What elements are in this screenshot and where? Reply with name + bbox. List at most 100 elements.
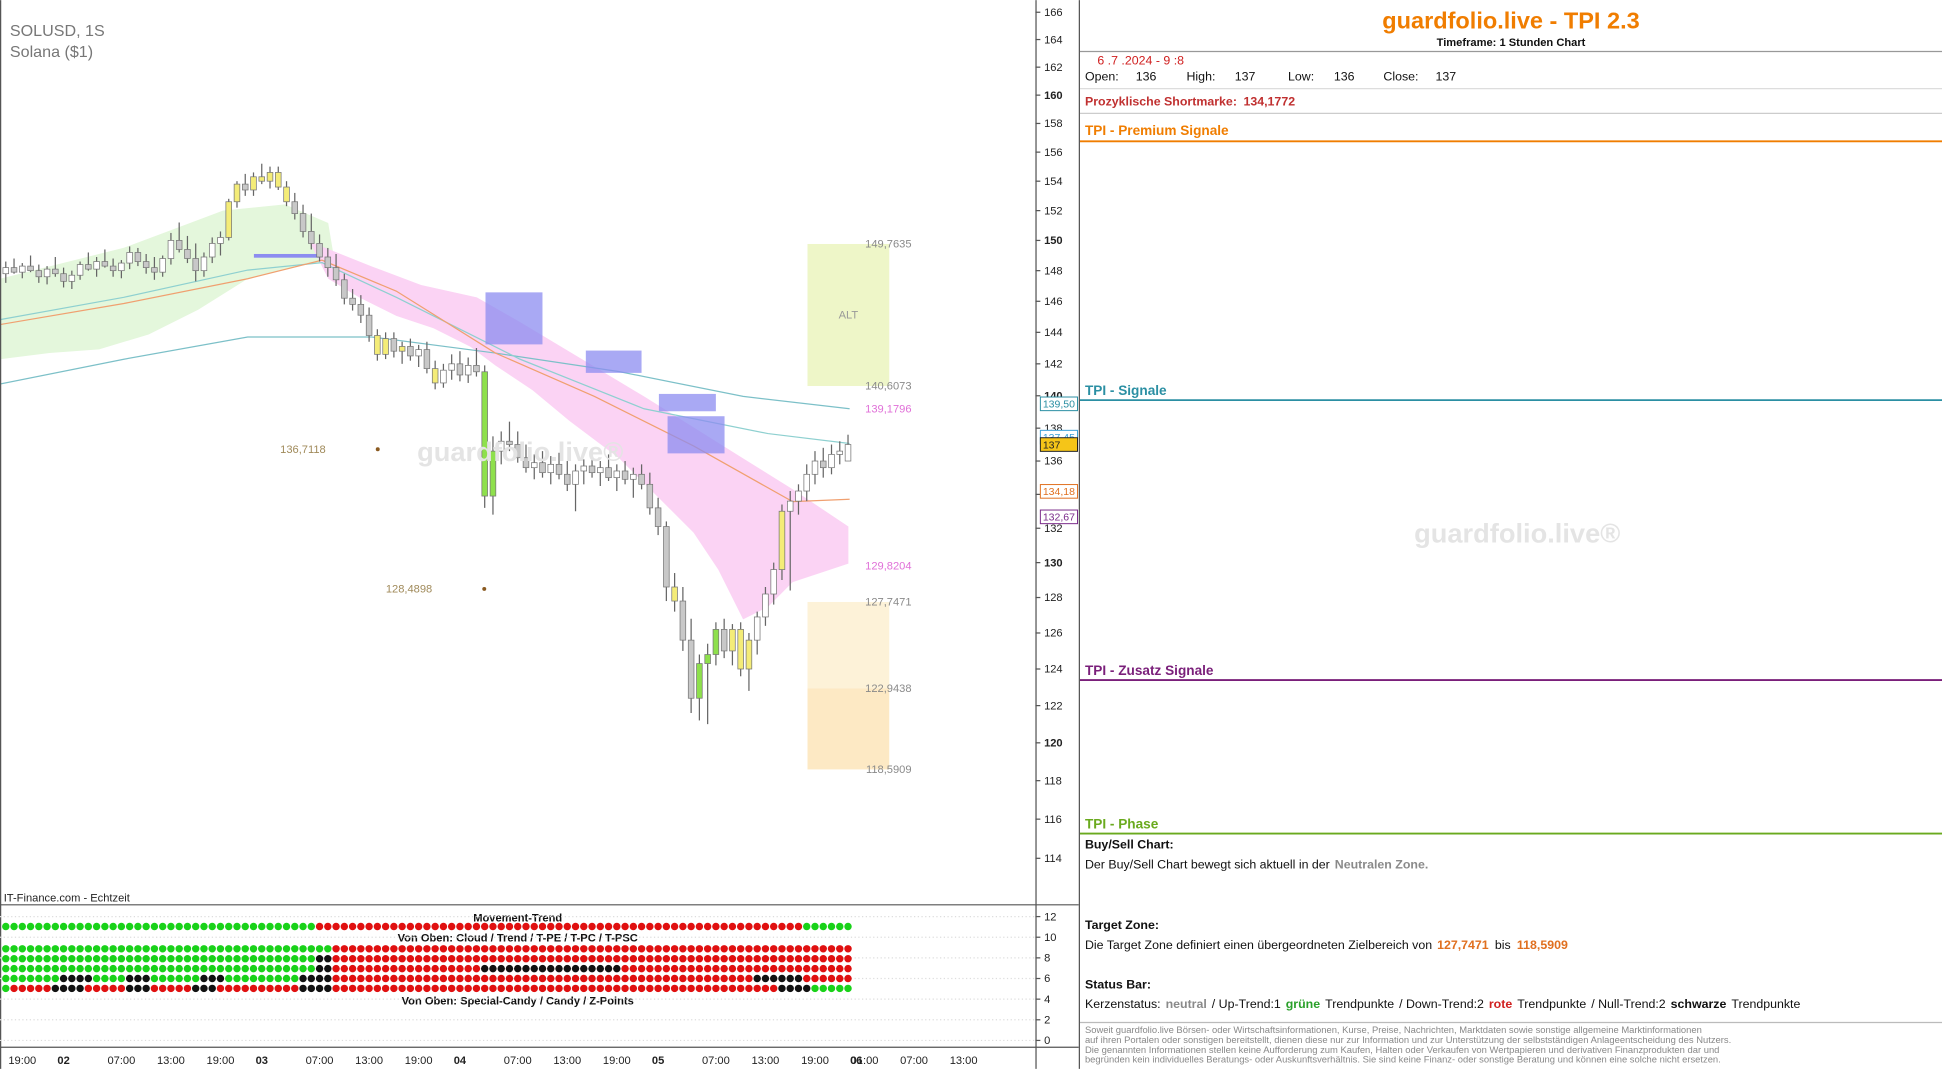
indicator-dot	[547, 984, 555, 993]
indicator-dot	[439, 922, 448, 931]
indicator-dot	[530, 964, 538, 973]
x-tick-label: 19:00	[801, 1055, 829, 1067]
indicator-dot	[423, 922, 431, 931]
x-tick-label: 13:00	[553, 1055, 581, 1067]
indicator-dot	[414, 984, 423, 993]
text: / Null-Trend:2	[1591, 997, 1666, 1011]
indicator-dot	[654, 964, 662, 973]
indicator-dot	[249, 964, 258, 973]
y-tick-label: 162	[1044, 62, 1063, 74]
indicator-dot	[315, 954, 324, 963]
indicator-dot	[183, 984, 192, 993]
candle-body	[217, 237, 224, 244]
indicator-dot	[266, 964, 274, 973]
indicator-dot	[538, 954, 547, 963]
indicator-dot	[786, 954, 794, 963]
indicator-dot	[480, 922, 489, 931]
shortmark: 134,1772	[1243, 94, 1295, 108]
indicator-dot	[299, 964, 307, 973]
y-tick-label: 120	[1044, 738, 1063, 750]
indicator-dot	[150, 964, 159, 973]
price-marker	[1039, 437, 1079, 452]
indicator-dot	[291, 945, 299, 953]
average-line	[0, 259, 850, 503]
indicator-dot	[167, 974, 175, 983]
indicator-dot	[712, 964, 720, 973]
indicator-dot	[134, 922, 142, 931]
text: Trendpunkte	[1325, 997, 1394, 1011]
indicator-dot	[505, 964, 514, 973]
indicator-dot	[373, 954, 382, 963]
indicator-dot	[728, 964, 737, 973]
indicator-dot	[68, 984, 76, 993]
price-marker	[1039, 484, 1079, 499]
indicator-dot	[125, 984, 134, 993]
price-marker-label: 134,18	[1043, 486, 1075, 498]
subtitle: Solana ($1)	[10, 43, 93, 61]
candle-body	[68, 274, 76, 282]
indicator-dot	[464, 964, 472, 973]
indicator-dot	[769, 964, 778, 973]
indicator-dot	[530, 954, 538, 963]
symbol: SOLUSD, 1S	[10, 22, 105, 40]
candle-body	[844, 444, 852, 462]
y-tick-label: 118	[1044, 775, 1062, 787]
indicator-dot	[836, 954, 844, 963]
indicator-dot	[291, 974, 299, 983]
indicator-dot	[588, 945, 596, 953]
indicator-dot	[827, 974, 836, 983]
indicator-dot	[167, 984, 175, 993]
indicator-dot	[629, 964, 638, 973]
candle-body	[151, 267, 158, 273]
annotation-label: 128,4898	[386, 584, 432, 596]
level-label: 139,1796	[865, 404, 911, 416]
candle-body	[175, 240, 183, 250]
indicator-dot	[679, 922, 687, 931]
indicator-dot	[819, 954, 827, 963]
indicator-dot	[84, 984, 93, 993]
indicator-dot	[472, 974, 481, 983]
indicator-dot	[604, 954, 613, 963]
candle-body	[208, 243, 216, 258]
indicator-dot	[142, 964, 150, 973]
x-tick-label: 13:00	[355, 1055, 383, 1067]
indicator-dot	[158, 922, 167, 931]
indicator-dot	[2, 974, 10, 983]
indicator-dot	[464, 974, 472, 983]
indicator-dot	[398, 945, 406, 953]
indicator-dot	[489, 954, 497, 963]
indicator-dot	[803, 954, 811, 963]
candle-body	[291, 201, 299, 214]
indicator-dot	[803, 922, 811, 931]
indicator-dot	[35, 945, 43, 953]
indicator-dot	[406, 954, 415, 963]
indicator-dot	[703, 974, 712, 983]
indicator-dot	[728, 945, 737, 953]
indicator-dot	[745, 954, 753, 963]
indicator-dot	[92, 974, 101, 983]
indicator-dot	[745, 964, 753, 973]
text: Trendpunkte	[1517, 997, 1586, 1011]
indicator-dot	[431, 954, 439, 963]
indicator-dot	[357, 945, 365, 953]
indicator-dot	[84, 922, 93, 931]
indicator-dot	[381, 964, 390, 973]
indicator-dot	[373, 984, 382, 993]
indicator-dot	[588, 954, 596, 963]
indicator-dot	[464, 984, 472, 993]
indicator-dot	[431, 974, 439, 983]
indicator-dot	[613, 964, 621, 973]
indicator-dot	[621, 974, 629, 983]
y-tick-label: 150	[1044, 235, 1063, 247]
indicator-dot	[125, 945, 134, 953]
indicator-dot	[844, 922, 852, 931]
y-tick-label: 164	[1044, 34, 1063, 46]
indicator-dot	[225, 984, 233, 993]
watermark: guardfolio.live®	[417, 436, 623, 467]
indicator-dot	[819, 984, 827, 993]
pink-cloud	[309, 241, 849, 620]
indicator-dot	[629, 974, 638, 983]
indicator-dot	[431, 984, 439, 993]
disclaimer: Soweit guardfolio.live Börsen- oder Wirt…	[1085, 1024, 1702, 1035]
indicator-dot	[183, 974, 192, 983]
